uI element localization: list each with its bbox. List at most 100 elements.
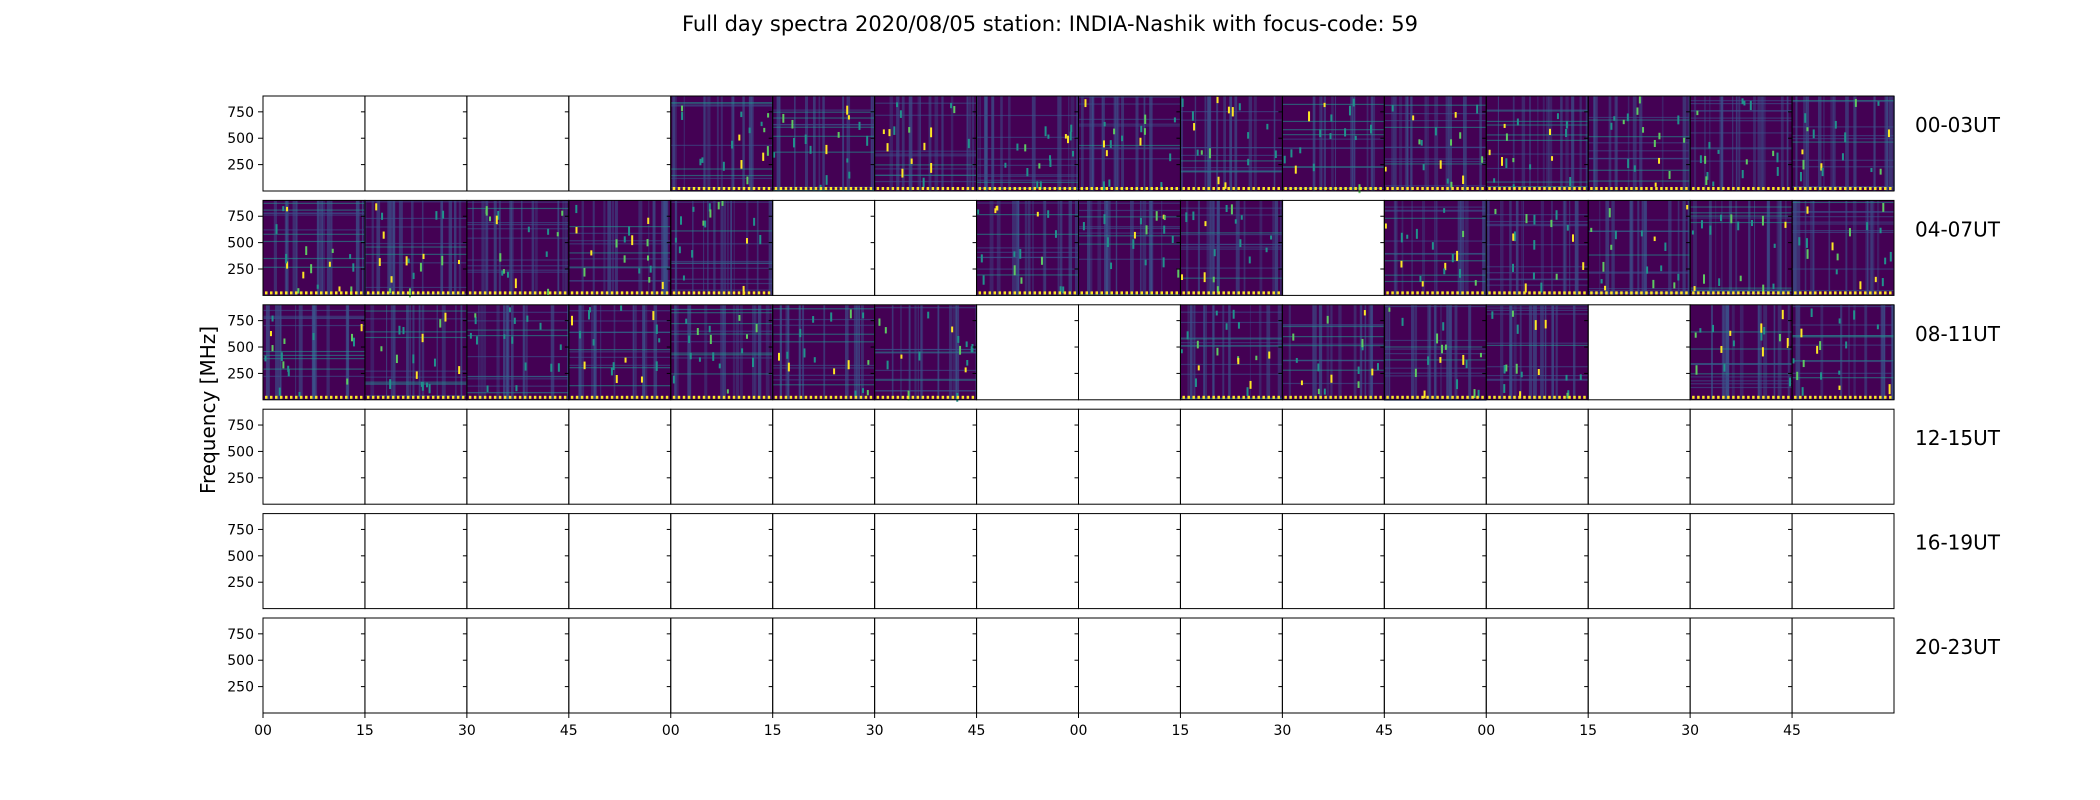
spectrum-panel-08-11UT-0 bbox=[263, 304, 365, 400]
y-tick-label: 500 bbox=[227, 444, 254, 460]
panel-frame bbox=[1587, 408, 1691, 505]
panel-frame bbox=[262, 617, 366, 714]
panel-frame bbox=[1791, 513, 1895, 610]
y-tick-label: 750 bbox=[227, 627, 254, 643]
spectrum-panel-08-11UT-4 bbox=[670, 304, 775, 400]
spectrum-panel-08-11UT-10 bbox=[1282, 304, 1388, 400]
panel-frame bbox=[466, 617, 570, 714]
spectrum-panel-00-03UT-15 bbox=[1792, 96, 1895, 191]
row-label: 20-23UT bbox=[1915, 635, 2001, 659]
panel-frame bbox=[874, 513, 978, 610]
x-tick-label: 45 bbox=[1783, 723, 1801, 739]
spectrum-panel-04-07UT-3 bbox=[568, 200, 671, 296]
y-tick-label: 250 bbox=[227, 158, 254, 174]
panel-frame bbox=[568, 408, 672, 505]
panels-layer bbox=[263, 96, 1895, 402]
panel-frame bbox=[1689, 408, 1793, 505]
spectrum-panel-00-03UT-4 bbox=[670, 96, 774, 192]
panel-frame bbox=[568, 617, 672, 714]
y-tick-label: 250 bbox=[227, 680, 254, 696]
panel-frame bbox=[1791, 408, 1895, 505]
x-tick-label: 15 bbox=[356, 723, 374, 739]
panel-frame bbox=[874, 408, 978, 505]
panel-frame bbox=[262, 95, 366, 192]
panel-frame bbox=[1281, 408, 1385, 505]
panel-frame bbox=[364, 408, 468, 505]
spectrum-panel-00-03UT-14 bbox=[1690, 96, 1793, 191]
spectrum-panel-00-03UT-12 bbox=[1486, 96, 1589, 191]
spectrum-panel-08-11UT-3 bbox=[568, 304, 671, 400]
x-tick-label: 15 bbox=[764, 723, 782, 739]
panel-frame bbox=[976, 617, 1079, 714]
y-tick-label: 250 bbox=[227, 471, 254, 487]
y-tick-label: 750 bbox=[227, 314, 254, 330]
spectrum-panel-04-07UT-9 bbox=[1180, 200, 1284, 296]
spectrum-panel-08-11UT-1 bbox=[364, 304, 470, 400]
spectrum-panel-08-11UT-5 bbox=[772, 304, 875, 400]
y-tick-label: 750 bbox=[227, 522, 254, 538]
y-ticks-layer: 750 500 250 750 500 250 750 500 250 750 500 250 750 5… bbox=[227, 105, 263, 696]
x-tick-label: 00 bbox=[254, 723, 272, 739]
panel-frame bbox=[1791, 304, 1895, 401]
x-tick-label: 30 bbox=[1681, 723, 1699, 739]
spectrum-panel-00-03UT-11 bbox=[1384, 96, 1487, 191]
spectrum-panel-04-07UT-11 bbox=[1384, 200, 1487, 296]
y-tick-label: 500 bbox=[227, 131, 254, 147]
panel-frame bbox=[772, 617, 876, 714]
y-tick-label: 500 bbox=[227, 340, 254, 356]
panel-frame bbox=[466, 513, 570, 610]
x-tick-label: 30 bbox=[866, 723, 884, 739]
panel-frame bbox=[1485, 408, 1589, 505]
x-tick-label: 00 bbox=[662, 723, 680, 739]
x-tick-label: 15 bbox=[1579, 723, 1597, 739]
spectrum-panel-04-07UT-1 bbox=[364, 200, 467, 298]
y-tick-label: 500 bbox=[227, 653, 254, 669]
panel-frame bbox=[1383, 617, 1487, 714]
chart-title: Full day spectra 2020/08/05 station: IND… bbox=[682, 12, 1418, 36]
spectrum-panel-08-11UT-12 bbox=[1486, 304, 1589, 400]
x-tick-label: 00 bbox=[1070, 723, 1088, 739]
x-tick-label: 45 bbox=[1375, 723, 1393, 739]
panel-frame bbox=[1689, 513, 1793, 610]
panel-frame bbox=[1383, 513, 1487, 610]
spectrum-panel-04-07UT-4 bbox=[670, 200, 773, 296]
panel-frame bbox=[976, 408, 1079, 505]
panel-frame bbox=[466, 95, 570, 192]
spectrum-panel-08-11UT-6 bbox=[874, 304, 978, 402]
panel-frame bbox=[466, 408, 570, 505]
spectrum-panel-00-03UT-7 bbox=[976, 96, 1079, 191]
panel-frame bbox=[364, 617, 468, 714]
x-tick-label: 15 bbox=[1172, 723, 1190, 739]
spectrum-panel-00-03UT-5 bbox=[772, 96, 876, 191]
panel-frame bbox=[1179, 513, 1283, 610]
panel-frame bbox=[1587, 513, 1691, 610]
spectrum-panel-04-07UT-2 bbox=[466, 200, 569, 296]
spectrum-panel-00-03UT-10 bbox=[1282, 96, 1387, 194]
spectrum-panel-04-07UT-0 bbox=[263, 200, 367, 296]
panel-frame bbox=[670, 617, 774, 714]
panel-frame bbox=[1485, 617, 1589, 714]
x-tick-label: 00 bbox=[1477, 723, 1495, 739]
panel-frame bbox=[1281, 513, 1385, 610]
x-ticks-layer: 00 15 30 45 00 15 30 45 00 15 30 45 00 15 30 45 bbox=[254, 713, 1801, 739]
x-tick-label: 30 bbox=[1273, 723, 1291, 739]
panel-frame bbox=[1587, 304, 1691, 401]
panel-frame bbox=[1078, 408, 1181, 505]
x-tick-label: 45 bbox=[560, 723, 578, 739]
row-label: 12-15UT bbox=[1915, 426, 2001, 450]
panel-frame bbox=[1383, 408, 1487, 505]
x-tick-label: 45 bbox=[968, 723, 986, 739]
panel-frame bbox=[1791, 199, 1895, 296]
row-labels-layer: 00-03UT 04-07UT 08-11UT 12-15UT 16-19UT 20-23… bbox=[1915, 113, 2001, 659]
spectrum-panel-08-11UT-14 bbox=[1690, 304, 1793, 400]
panel-frame bbox=[1281, 199, 1385, 296]
y-tick-label: 250 bbox=[227, 366, 254, 382]
panel-frame bbox=[976, 304, 1079, 401]
spectrum-panel-04-07UT-7 bbox=[976, 200, 1079, 296]
spectrum-panel-00-03UT-6 bbox=[874, 96, 977, 191]
row-label: 00-03UT bbox=[1915, 113, 2001, 137]
y-tick-label: 750 bbox=[227, 105, 254, 121]
spectrum-panel-08-11UT-9 bbox=[1180, 304, 1283, 400]
panel-frame bbox=[1587, 617, 1691, 714]
